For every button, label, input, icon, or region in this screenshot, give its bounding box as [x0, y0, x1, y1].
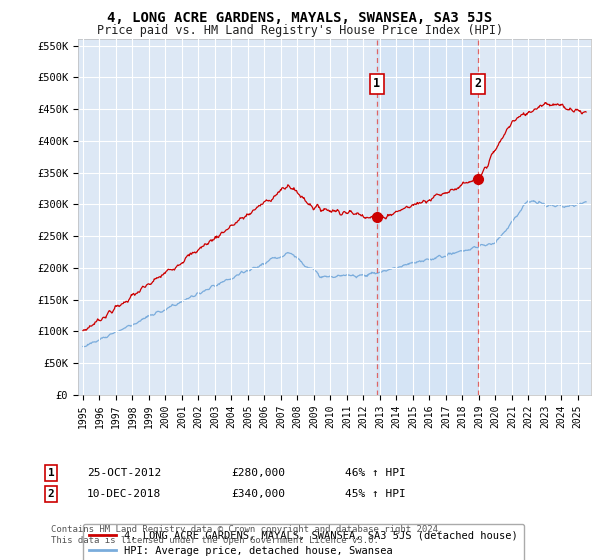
- Text: 1: 1: [373, 77, 380, 90]
- Text: 1: 1: [47, 468, 55, 478]
- Text: £280,000: £280,000: [231, 468, 285, 478]
- Text: £340,000: £340,000: [231, 489, 285, 499]
- Bar: [377, 39, 478, 395]
- Text: Price paid vs. HM Land Registry's House Price Index (HPI): Price paid vs. HM Land Registry's House …: [97, 24, 503, 36]
- Legend: 4, LONG ACRE GARDENS, MAYALS, SWANSEA, SA3 5JS (detached house), HPI: Average pr: 4, LONG ACRE GARDENS, MAYALS, SWANSEA, S…: [83, 524, 524, 560]
- Text: 46% ↑ HPI: 46% ↑ HPI: [345, 468, 406, 478]
- Text: Contains HM Land Registry data © Crown copyright and database right 2024.
This d: Contains HM Land Registry data © Crown c…: [51, 525, 443, 545]
- Text: 25-OCT-2012: 25-OCT-2012: [87, 468, 161, 478]
- Text: 2: 2: [47, 489, 55, 499]
- Text: 10-DEC-2018: 10-DEC-2018: [87, 489, 161, 499]
- Text: 45% ↑ HPI: 45% ↑ HPI: [345, 489, 406, 499]
- Text: 2: 2: [474, 77, 481, 90]
- Text: 4, LONG ACRE GARDENS, MAYALS, SWANSEA, SA3 5JS: 4, LONG ACRE GARDENS, MAYALS, SWANSEA, S…: [107, 11, 493, 25]
